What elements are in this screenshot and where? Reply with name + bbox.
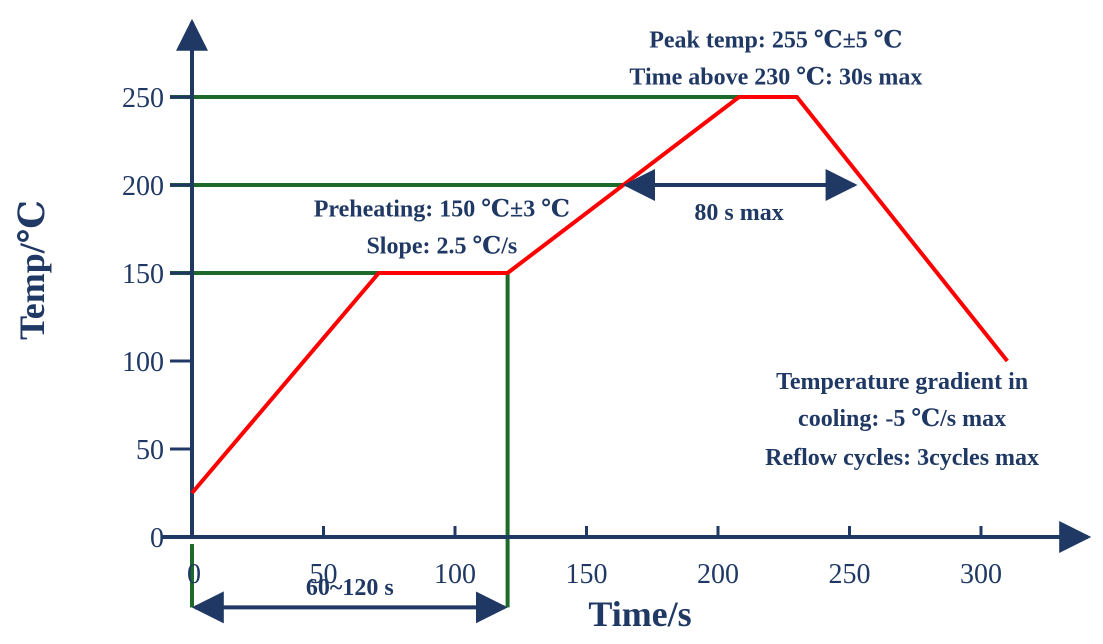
x-tick-label-50: 50 <box>310 559 338 590</box>
y-tick-label-50: 50 <box>136 435 164 466</box>
y-axis-title: Temp/℃ <box>12 200 52 340</box>
annotation-4: Temperature gradient in <box>776 369 1028 395</box>
x-tick-label-300: 300 <box>960 559 1002 590</box>
x-tick-label-100: 100 <box>434 559 476 590</box>
annotation-1: Time above 230 ℃: 30s max <box>629 65 922 91</box>
span-label-0: 80 s max <box>694 200 783 226</box>
y-tick-label-250: 250 <box>122 83 164 114</box>
y-tick-label-0: 0 <box>150 523 164 554</box>
annotation-3: Slope: 2.5 ℃/s <box>366 234 517 260</box>
annotation-2: Preheating: 150 ℃±3 ℃ <box>314 197 570 223</box>
x-tick-label-250: 250 <box>829 559 871 590</box>
annotation-6: Reflow cycles: 3cycles max <box>765 445 1039 471</box>
span-label-1: 60~120 s <box>306 575 394 601</box>
x-axis-title: Time/s <box>588 594 691 634</box>
y-tick-label-200: 200 <box>122 171 164 202</box>
y-tick-label-100: 100 <box>122 347 164 378</box>
y-tick-label-150: 150 <box>122 259 164 290</box>
annotation-0: Peak temp: 255 ℃±5 ℃ <box>649 28 902 54</box>
profile-curve-line <box>190 95 1009 495</box>
x-tick-label-200: 200 <box>697 559 739 590</box>
annotation-5: cooling: -5 ℃/s max <box>798 406 1006 432</box>
x-tick-label-150: 150 <box>566 559 608 590</box>
x-tick-label-0: 0 <box>187 559 201 590</box>
